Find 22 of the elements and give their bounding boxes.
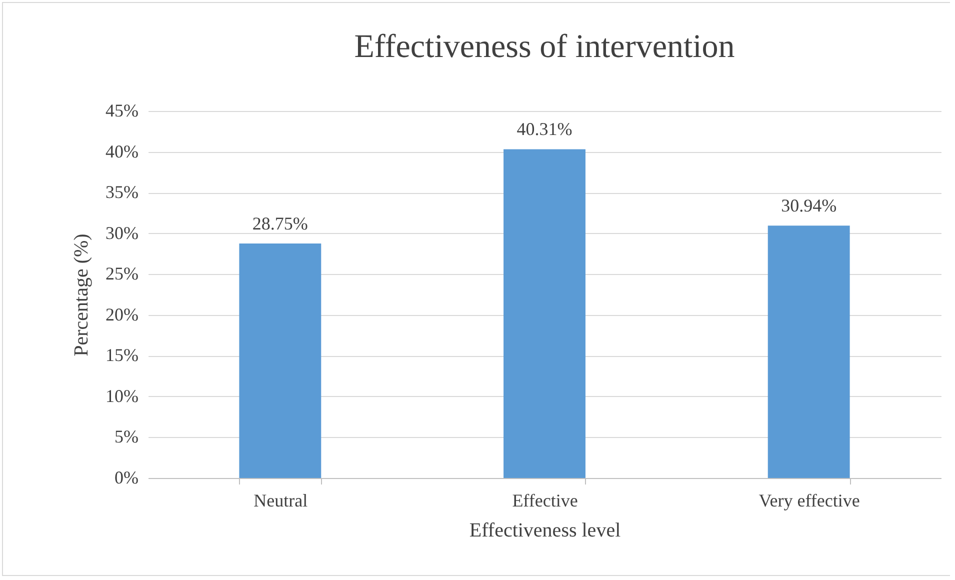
data-label: 40.31% bbox=[516, 119, 572, 140]
bar bbox=[504, 149, 586, 478]
y-tick-label: 45% bbox=[106, 100, 138, 120]
chart-title: Effectiveness of intervention bbox=[354, 29, 735, 65]
x-tick-label: Very effective bbox=[758, 490, 860, 510]
data-label: 30.94% bbox=[781, 196, 837, 216]
y-tick-label: 35% bbox=[106, 182, 138, 202]
y-tick-label: 40% bbox=[106, 141, 138, 162]
y-tick-label: 25% bbox=[106, 264, 138, 284]
x-tick-label: Neutral bbox=[254, 490, 308, 510]
y-tick-label: 5% bbox=[114, 426, 138, 447]
x-axis-title: Effectiveness level bbox=[469, 520, 622, 542]
y-tick-label: 20% bbox=[106, 304, 138, 324]
bar bbox=[239, 244, 322, 478]
y-tick-label: 30% bbox=[106, 222, 138, 243]
bar bbox=[768, 226, 850, 478]
y-tick-label: 10% bbox=[106, 386, 138, 406]
y-tick-label: 15% bbox=[106, 345, 138, 366]
x-tick-label: Effective bbox=[512, 490, 578, 510]
data-label: 28.75% bbox=[252, 214, 308, 234]
y-tick-label: 0% bbox=[114, 468, 138, 488]
y-axis-title: Percentage (%) bbox=[70, 234, 93, 356]
